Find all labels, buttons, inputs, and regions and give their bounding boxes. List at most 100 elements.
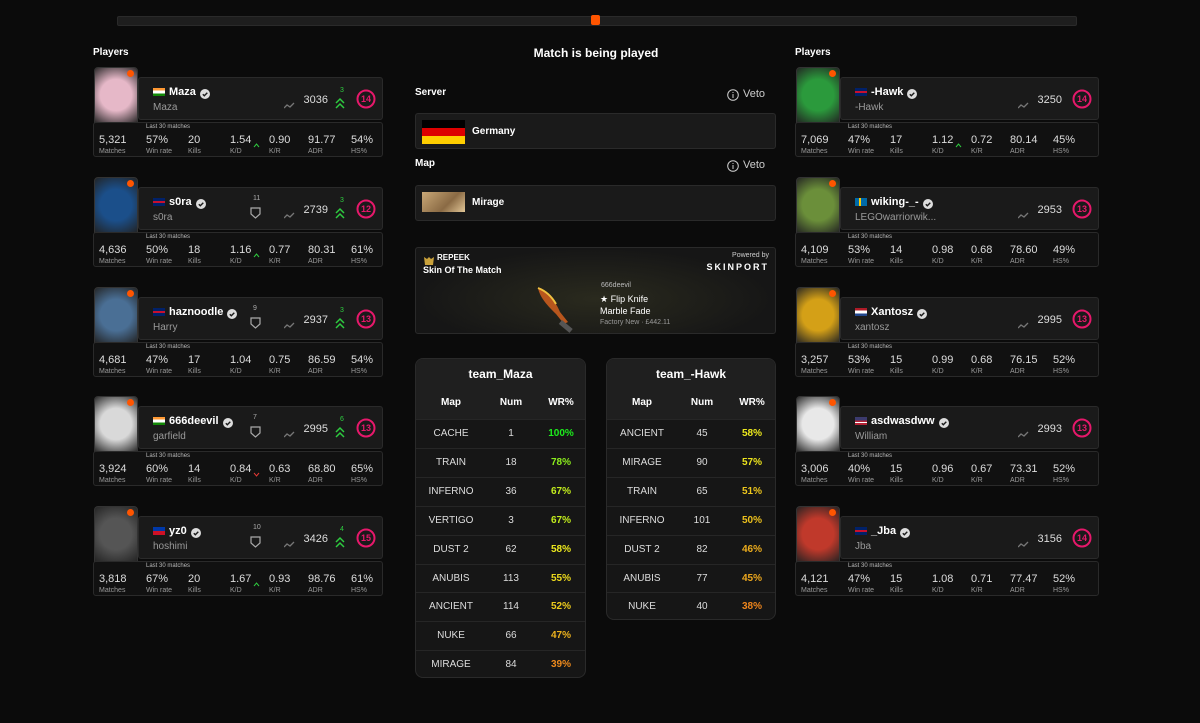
- player-header[interactable]: s0ra s0ra 12 3 2739 11: [138, 186, 383, 230]
- trend-icon: [283, 317, 295, 335]
- map-label: Map: [415, 158, 435, 169]
- level: 13: [1076, 313, 1087, 324]
- stat-label: Win rate: [848, 257, 875, 265]
- stat-value: 1.54: [230, 134, 252, 146]
- level-ring: [1072, 418, 1092, 443]
- stat-label: ADR: [308, 477, 323, 485]
- avatar[interactable]: [796, 67, 840, 129]
- verified-icon-svg: [923, 198, 933, 209]
- player-header[interactable]: Xantosz xantosz 13 2995: [840, 296, 1099, 340]
- table-cell: 90: [696, 456, 708, 468]
- table-cell: 77: [696, 572, 708, 584]
- table-cell: CACHE: [433, 428, 469, 439]
- player-header[interactable]: asdwasdww William 13 2993: [840, 406, 1099, 450]
- avatar[interactable]: [94, 396, 138, 459]
- elo: 3426: [303, 533, 328, 546]
- table-cell: 50%: [741, 514, 762, 526]
- skin-card: REPEEK Skin Of The Match Powered by SKINPOR…: [415, 247, 776, 334]
- map-veto[interactable]: Veto: [743, 159, 766, 171]
- stat-value: 50%: [146, 243, 169, 256]
- flag: [855, 307, 867, 316]
- stat-value: 4,109: [801, 243, 829, 256]
- trend-icon: [1017, 426, 1029, 444]
- status-dot: [829, 509, 836, 517]
- level-ring-svg: [356, 528, 376, 548]
- server-label: Server: [415, 87, 447, 98]
- avatar[interactable]: [94, 506, 138, 569]
- player-header[interactable]: yz0 hoshimi 15 4 3426 10: [138, 516, 383, 560]
- table-cell: 84: [505, 659, 517, 671]
- stat-value: 1.04: [230, 353, 252, 366]
- verified-icon-svg: [939, 418, 949, 429]
- elo: 2995: [303, 423, 328, 436]
- avatar[interactable]: [796, 396, 840, 459]
- kd-trend: [253, 246, 260, 264]
- level-ring-svg: [1072, 199, 1092, 219]
- elo: 2739: [303, 203, 328, 216]
- status-dot: [127, 289, 134, 297]
- stat-value: 52%: [1053, 463, 1076, 476]
- stat-label: Kills: [188, 367, 201, 375]
- player-header[interactable]: Maza Maza 14 3 3036: [138, 77, 383, 120]
- skin-item: ★ Flip Knife: [600, 294, 649, 304]
- server-veto[interactable]: Veto: [743, 88, 766, 100]
- stat-value: 47%: [848, 134, 871, 146]
- row-divider: [416, 476, 585, 478]
- skin-details: Factory New · £442.11: [600, 319, 671, 326]
- table-cell: 114: [503, 601, 519, 613]
- player-header[interactable]: wiking-_- LEGOwarriorwik... 13 2953: [840, 186, 1099, 230]
- stat-value: 5,321: [99, 134, 127, 146]
- trend-icon-svg: [283, 541, 295, 548]
- stat-value: 76.15: [1010, 353, 1038, 366]
- player-header[interactable]: -Hawk -Hawk 14 3250: [840, 77, 1099, 120]
- row-divider: [416, 419, 585, 420]
- trend-icon: [283, 426, 295, 444]
- row-divider: [607, 505, 775, 507]
- flag: [153, 527, 165, 536]
- trend-icon-svg: [283, 431, 295, 438]
- streak: 3: [340, 87, 344, 94]
- avatar[interactable]: [796, 176, 840, 239]
- level-ring: [356, 199, 376, 224]
- stat-value: 54%: [351, 353, 374, 366]
- stat-label: Matches: [99, 477, 126, 485]
- team-name: team_-Hawk: [655, 367, 727, 381]
- level-ring: [1072, 89, 1092, 114]
- player-nickname: Harry: [153, 321, 178, 333]
- stat-value: 91.77: [308, 134, 336, 146]
- player-nickname: xantosz: [855, 321, 890, 333]
- stat-label: Kills: [188, 148, 201, 155]
- table-header-bg: [607, 359, 775, 419]
- stat-label: ADR: [1010, 148, 1025, 155]
- player-nickname: Maza: [153, 102, 178, 113]
- map-stats-table: team_Maza Map Num WR% CACHE 1 100% TRAIN 18 78% IN…: [415, 358, 586, 679]
- trend-icon-svg: [283, 212, 295, 219]
- stat-label: K/R: [971, 257, 983, 265]
- column-header: Map: [441, 397, 461, 408]
- table-cell: NUKE: [437, 630, 465, 642]
- trend-icon-svg: [1017, 541, 1029, 548]
- avatar[interactable]: [94, 286, 138, 349]
- avatar[interactable]: [796, 286, 840, 349]
- verified-icon: [923, 196, 933, 214]
- status-dot: [829, 70, 836, 77]
- verified-icon: [200, 86, 210, 104]
- last-matches-label: Last 30 matches: [146, 343, 191, 350]
- player-header[interactable]: haznoodle Harry 13 3 2937 9: [138, 296, 383, 340]
- stat-label: ADR: [1010, 367, 1025, 375]
- table-cell: INFERNO: [428, 485, 474, 497]
- status-dot: [829, 179, 836, 187]
- table-cell: VERTIGO: [428, 514, 474, 526]
- stats-panel: Last 30 matches 3,006 Matches 40% Win rate 15…: [795, 451, 1099, 487]
- last-matches-label: Last 30 matches: [146, 453, 191, 460]
- player-header[interactable]: 666deevil garfield 13 6 2995 7: [138, 406, 383, 450]
- streak: 3: [340, 306, 344, 314]
- stat-label: Matches: [801, 367, 828, 375]
- table-cell: 18: [505, 456, 517, 468]
- stat-value: 1.67: [230, 573, 252, 586]
- trend-icon-svg: [1017, 212, 1029, 219]
- kd-trend-svg: [253, 582, 260, 587]
- level-ring-svg: [356, 199, 376, 219]
- player-header[interactable]: _Jba Jba 14 3156: [840, 516, 1099, 560]
- stat-label: K/R: [269, 148, 281, 155]
